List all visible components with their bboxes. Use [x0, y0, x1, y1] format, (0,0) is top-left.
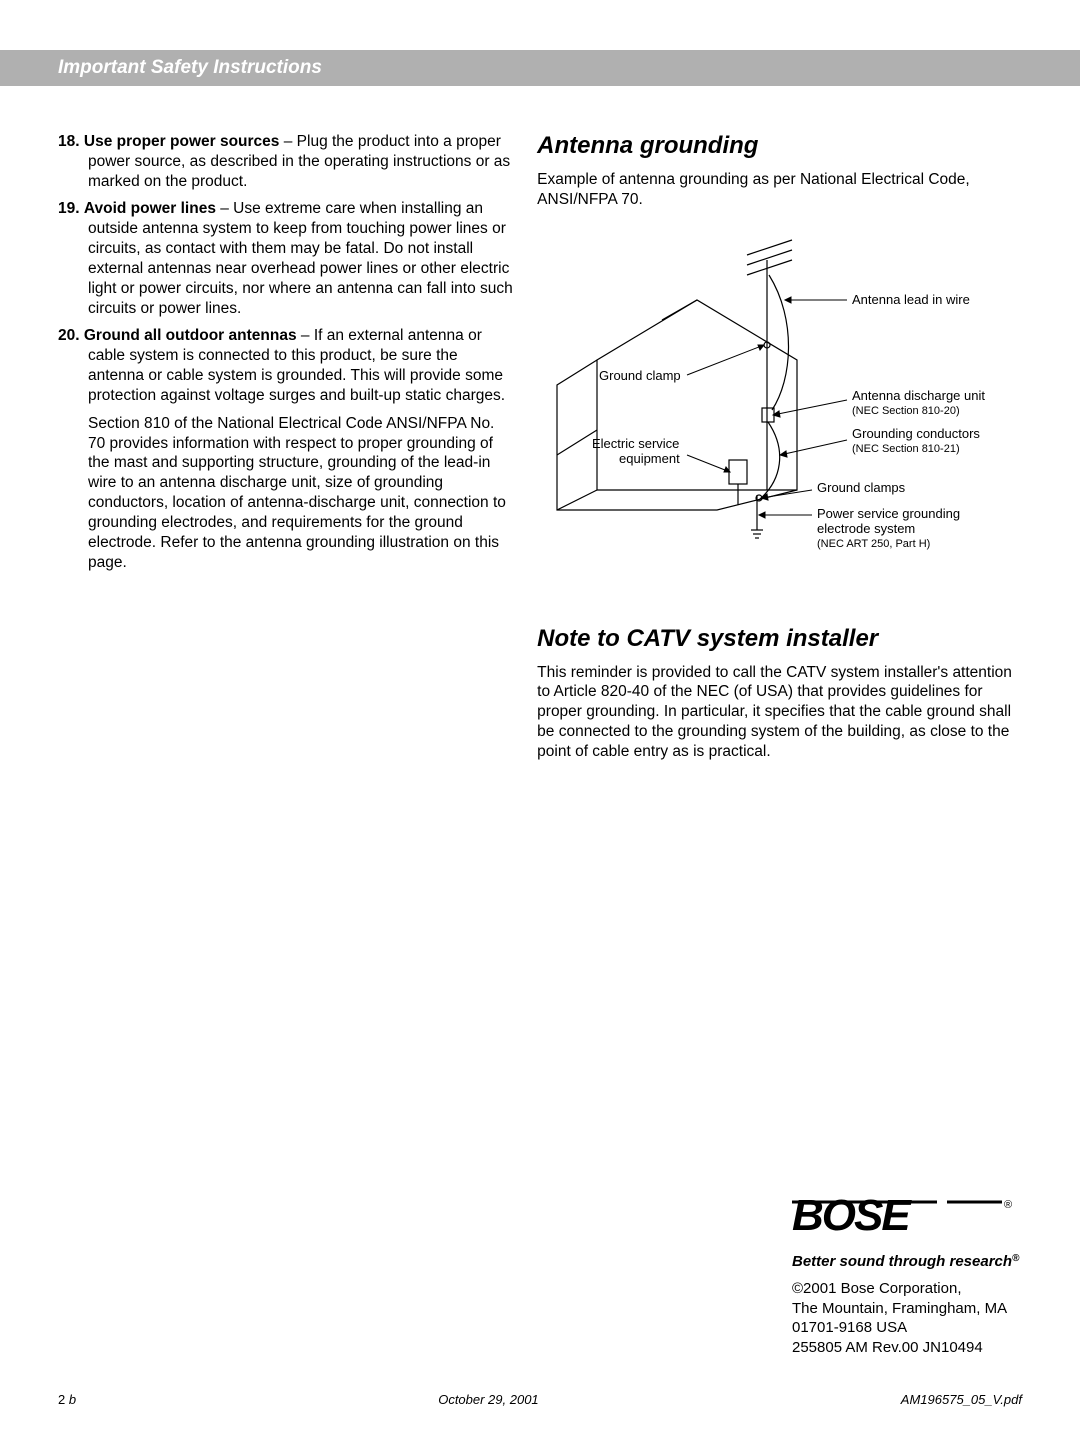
label-power-service: Power service grounding: [817, 506, 960, 521]
page-footer: 2 b October 29, 2001 AM196575_05_V.pdf: [58, 1392, 1022, 1407]
copyright-line: ©2001 Bose Corporation,: [792, 1279, 1022, 1299]
heading-catv: Note to CATV system installer: [537, 625, 1022, 653]
label-nec-art: (NEC ART 250, Part H): [817, 538, 930, 550]
para-antenna: Example of antenna grounding as per Nati…: [537, 170, 1022, 210]
address-line-1: The Mountain, Framingham, MA: [792, 1299, 1022, 1319]
part-number: 255805 AM Rev.00 JN10494: [792, 1338, 1022, 1358]
label-grounding-cond: Grounding conductors: [852, 426, 980, 441]
label-ground-clamp-l: Ground clamp: [599, 368, 681, 383]
footer-block: BOSE ® Better sound through research® ©2…: [792, 1194, 1022, 1357]
item-num: 19.: [58, 200, 80, 217]
antenna-diagram: Antenna lead in wire Ground clamp Antenn…: [537, 230, 1017, 590]
heading-antenna: Antenna grounding: [537, 132, 1022, 160]
footer-date: October 29, 2001: [438, 1392, 538, 1407]
item-bold: Ground all outdoor antennas: [84, 327, 297, 344]
label-antenna-lead: Antenna lead in wire: [852, 292, 970, 307]
item-num: 18.: [58, 133, 80, 150]
content-area: 18. Use proper power sources – Plug the …: [0, 86, 1080, 772]
header-bar: Important Safety Instructions: [0, 50, 1080, 86]
label-grounding-sub: (NEC Section 810-21): [852, 443, 960, 455]
item-rest: – Use extreme care when installing an ou…: [88, 200, 513, 316]
label-discharge-sub: (NEC Section 810-20): [852, 405, 960, 417]
instruction-20-cont: Section 810 of the National Electrical C…: [58, 414, 513, 573]
item-bold: Use proper power sources: [84, 133, 280, 150]
label-electric-service: Electric service: [592, 436, 679, 451]
right-column: Antenna grounding Example of antenna gro…: [537, 132, 1022, 772]
label-electrode: electrode system: [817, 521, 915, 536]
left-column: 18. Use proper power sources – Plug the …: [58, 132, 513, 772]
header-title: Important Safety Instructions: [58, 57, 322, 79]
page-number: 2 b: [58, 1392, 76, 1407]
label-ground-clamps-r: Ground clamps: [817, 480, 906, 495]
item-num: 20.: [58, 327, 80, 344]
bose-tagline: Better sound through research®: [792, 1252, 1022, 1272]
instruction-19: 19. Avoid power lines – Use extreme care…: [58, 199, 513, 318]
para-catv: This reminder is provided to call the CA…: [537, 663, 1022, 762]
instruction-18: 18. Use proper power sources – Plug the …: [58, 132, 513, 191]
footer-filename: AM196575_05_V.pdf: [901, 1392, 1022, 1407]
svg-text:®: ®: [1004, 1199, 1012, 1211]
label-discharge: Antenna discharge unit: [852, 388, 985, 403]
item-bold: Avoid power lines: [84, 200, 216, 217]
label-equipment: equipment: [619, 451, 680, 466]
instruction-20: 20. Ground all outdoor antennas – If an …: [58, 326, 513, 405]
bose-logo: BOSE ® Better sound through research®: [792, 1194, 1022, 1271]
address-line-2: 01701-9168 USA: [792, 1318, 1022, 1338]
